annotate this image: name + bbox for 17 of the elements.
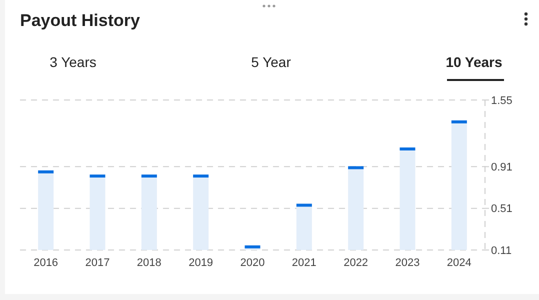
x-tick-label: 2016 [34, 257, 58, 269]
y-tick-label: 0.51 [491, 203, 512, 216]
y-tick-label: 0.11 [491, 244, 512, 257]
x-tick-label: 2017 [85, 257, 110, 269]
chart-title: Payout History [20, 11, 141, 30]
text: 3 Years [50, 54, 96, 70]
x-tick-label: 2020 [240, 257, 265, 269]
x-tick-label: 2024 [446, 257, 472, 269]
x-tick-label: 2019 [188, 257, 214, 269]
text: 10 Years [446, 54, 502, 70]
x-tick-label: 2021 [292, 257, 316, 269]
x-tick-label: 2023 [395, 257, 420, 269]
text: 5 Year [251, 54, 292, 70]
y-tick-label: 1.55 [491, 94, 512, 107]
x-tick-label: 2022 [344, 257, 368, 269]
y-tick-label: 0.91 [491, 162, 512, 174]
x-tick-label: 2018 [136, 257, 162, 269]
